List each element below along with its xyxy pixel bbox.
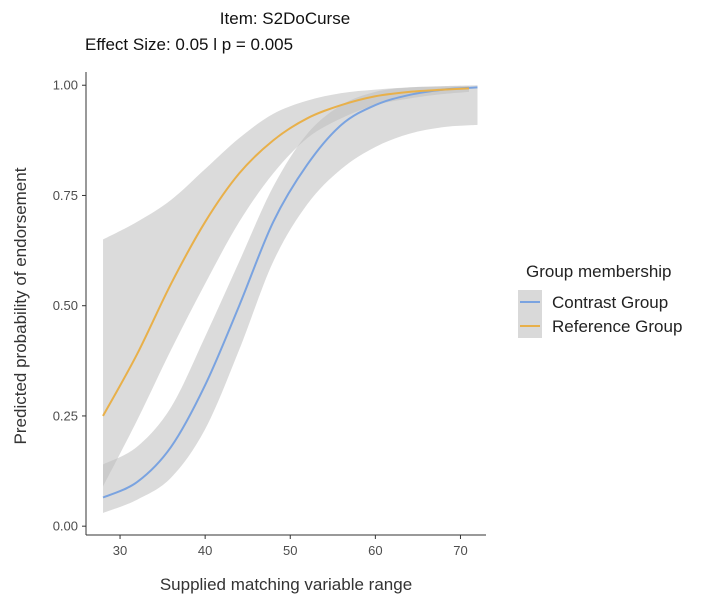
y-tick-label: 0.00 xyxy=(53,519,78,534)
legend-item-reference-group: Reference Group xyxy=(518,314,682,338)
y-ticks: 0.00 0.25 0.50 0.75 1.00 xyxy=(53,78,86,534)
legend-title: Group membership xyxy=(526,262,672,281)
legend: Group membership Contrast Group Referenc… xyxy=(518,262,682,338)
y-tick-label: 0.25 xyxy=(53,408,78,423)
series-line-contrast-group xyxy=(102,86,478,499)
x-tick-label: 30 xyxy=(113,543,127,558)
legend-label-contrast-group: Contrast Group xyxy=(552,293,668,312)
x-tick-label: 60 xyxy=(368,543,382,558)
ci-band-reference-group xyxy=(103,86,469,487)
x-axis-title: Supplied matching variable range xyxy=(160,575,412,594)
axes xyxy=(85,72,486,536)
x-tick-label: 70 xyxy=(453,543,467,558)
y-tick-label: 1.00 xyxy=(53,78,78,93)
legend-label-reference-group: Reference Group xyxy=(552,317,682,336)
chart-subtitle: Effect Size: 0.05 l p = 0.005 xyxy=(85,35,293,54)
x-ticks: 30 40 50 60 70 xyxy=(113,535,468,558)
chart-title: Item: S2DoCurse xyxy=(220,9,350,28)
x-tick-label: 40 xyxy=(198,543,212,558)
x-tick-label: 50 xyxy=(283,543,297,558)
y-tick-label: 0.50 xyxy=(53,298,78,313)
y-tick-label: 0.75 xyxy=(53,188,78,203)
confidence-bands xyxy=(103,85,478,513)
ci-band-contrast-group xyxy=(103,85,478,513)
y-axis-title: Predicted probability of endorsement xyxy=(11,167,30,444)
series-line-reference-group xyxy=(102,87,470,417)
legend-item-contrast-group: Contrast Group xyxy=(518,290,668,314)
series-lines xyxy=(102,86,478,499)
